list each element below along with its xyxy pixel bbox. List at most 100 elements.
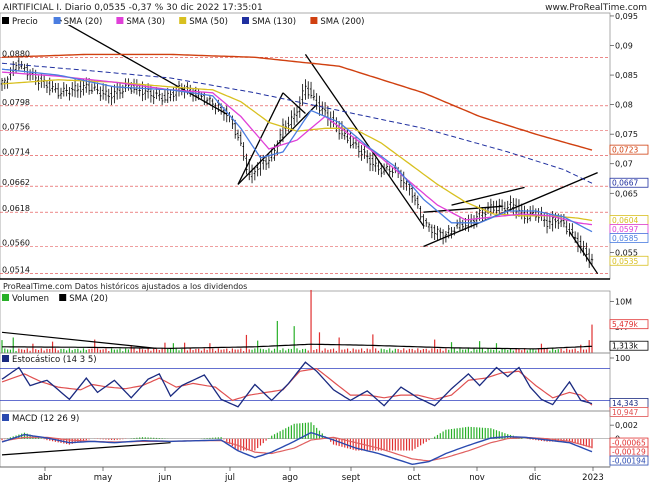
macd-value-label: -0,00194 [612, 457, 646, 466]
trendline [282, 92, 306, 114]
sma-200-line [1, 53, 593, 151]
legend-bg-sma-50 [187, 16, 238, 25]
legend-label-volumen: Volumen [12, 294, 49, 304]
trendline [423, 205, 503, 213]
stochastic-value-label: 14,343 [612, 399, 638, 408]
stochastic-d-line [1, 367, 593, 406]
legend-bg-sma-130 [250, 16, 307, 25]
price-level-label: 0,0880 [2, 49, 30, 58]
legend-bg-sma-20 [61, 16, 113, 25]
volume-bars [1, 289, 593, 353]
volume-value-box [609, 340, 649, 351]
x-tick-label: sept [342, 473, 361, 483]
volume-legend: Volumen SMA (20) [2, 293, 118, 304]
legend-swatch-sma-50 [179, 17, 187, 24]
legend-swatch-precio [2, 17, 9, 24]
trendline [304, 54, 424, 227]
legend-swatch-volumen [2, 294, 9, 301]
legend-bg-sma-30 [124, 16, 176, 25]
legend-label-sma-20: SMA (20) [64, 17, 103, 27]
volume-value-label: 5,479k [612, 320, 638, 329]
volume-sma-line [2, 343, 593, 350]
price-moving-averages [1, 53, 593, 233]
site-name: www.ProRealTime.com [545, 3, 647, 13]
price-value-label: 0,0597 [612, 225, 638, 234]
price-value-label: 0,0723 [612, 146, 638, 155]
price-value-box [609, 233, 649, 243]
price-axis-tick-label: 0,07 [615, 160, 633, 169]
macd-value-label: -0,00129 [612, 448, 646, 457]
stochastic-legend: Estocástico (14 3 5) [2, 354, 128, 365]
x-tick-label: ago [282, 473, 298, 483]
sma-20-line [1, 68, 593, 233]
legend-label-macd-12-26-9: MACD (12 26 9) [12, 414, 79, 424]
price-value-box [609, 255, 649, 266]
price-level-label: 0,0560 [2, 238, 30, 247]
price-level-label: 0,0662 [2, 178, 30, 187]
chart-title: AIRTIFICIAL I. Diario 0,0535 -0,37 % 30 … [3, 3, 263, 13]
macd-axis-tick-label: 0,002 [615, 421, 638, 430]
price-level-label: 0,0514 [2, 266, 30, 275]
price-legend: Precio SMA (20) SMA (30) SMA (50) SMA (130) S… [2, 16, 375, 27]
macd-value-labels: -0,00065-0,00129-0,00194 [609, 437, 649, 466]
x-tick-label: oct [407, 473, 421, 483]
price-left-levels: 0,0880 0,0798 0,0756 0,0714 0,0662 0,0618 0,05… [2, 49, 30, 274]
x-tick-label: 2023 [582, 473, 604, 483]
price-level-label: 0,0714 [2, 147, 30, 156]
legend-bg-sma-200 [318, 16, 375, 25]
x-axis: abr may jun jul ago sept oct nov dic 2023 [0, 466, 610, 483]
price-axis-tick-label: 0,08 [615, 101, 633, 110]
legend-swatch-estoc-stico-14-3-5 [2, 355, 9, 362]
legend-bg-macd-12-26-9 [10, 413, 95, 422]
price-value-label: 0,0604 [612, 216, 638, 225]
legend-swatch-sma-30 [116, 17, 124, 24]
price-value-box [609, 177, 649, 188]
volume-value-label: 1,313k [612, 342, 638, 351]
legend-label-sma-30: SMA (30) [126, 17, 165, 27]
legend-swatch-sma-20 [53, 17, 61, 24]
watermark-text: ProRealTime.com Datos históricos ajustad… [3, 281, 247, 291]
x-tick-label: nov [469, 473, 485, 483]
legend-swatch-macd-12-26-9 [2, 414, 9, 421]
macd-value-box [609, 455, 649, 466]
x-tick-label: may [94, 473, 113, 483]
legend-label-sma-200: SMA (200) [320, 17, 364, 27]
price-axis-tick-label: 0,065 [615, 189, 638, 198]
legend-bg-sma-20 [67, 293, 118, 302]
macd-panel: 0,0020 -0,00065-0,00129-0,00194 MACD (12… [0, 410, 649, 468]
x-tick-label: dic [529, 473, 542, 483]
stochastic-axis-tick-label: 100 [615, 354, 630, 363]
price-axis-tick-label: 0,075 [615, 130, 638, 139]
price-value-box [609, 144, 649, 155]
price-axis-tick-label: 0,095 [615, 12, 638, 21]
x-tick-label: jun [157, 473, 171, 483]
stochastic-lines [0, 361, 610, 408]
price-value-label: 0,0585 [612, 234, 638, 243]
price-panel: 0,0880 0,0798 0,0756 0,0714 0,0662 0,0618 0,05… [0, 12, 649, 291]
legend-label-precio: Precio [12, 17, 38, 27]
macd-value-label: -0,00065 [612, 439, 646, 448]
price-axis-tick-label: 0,085 [615, 71, 638, 80]
stochastic-k-line [1, 361, 593, 408]
legend-label-estoc-stico-14-3-5: Estocástico (14 3 5) [12, 355, 97, 365]
macd-legend: MACD (12 26 9) [2, 413, 95, 424]
sma-130-line [1, 62, 593, 184]
price-axis-tick-label: 0,055 [615, 248, 638, 257]
macd-lines [0, 422, 610, 466]
macd-trendline [1, 442, 171, 456]
legend-label-sma-20: SMA (20) [69, 294, 108, 304]
x-tick-label: jul [224, 473, 235, 483]
stochastic-value-label: 10,947 [612, 408, 638, 417]
legend-bg-estoc-stico-14-3-5 [10, 354, 128, 363]
price-axis-tick-label: 0,09 [615, 42, 633, 51]
trendline [451, 186, 525, 206]
legend-bg-precio [10, 16, 50, 25]
volume-axis-tick-label: 10M [615, 297, 632, 306]
macd-line [1, 431, 593, 466]
volume-value-box [609, 319, 649, 330]
